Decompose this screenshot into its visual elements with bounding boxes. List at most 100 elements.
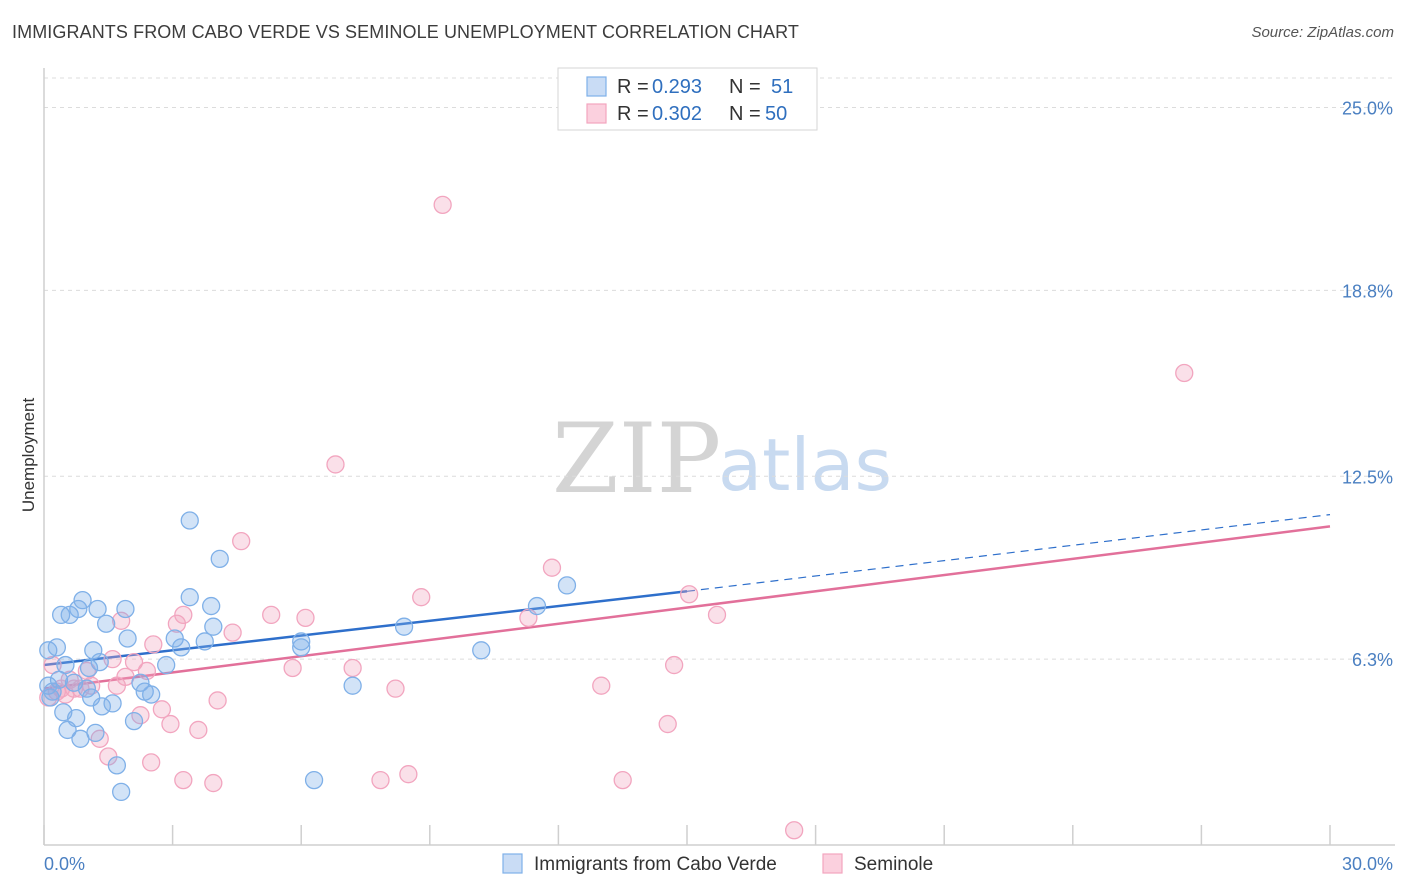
point-cabo-verde-43	[292, 632, 311, 651]
point-seminole-38	[399, 765, 418, 784]
point-cabo-verde-25	[103, 694, 122, 713]
point-cabo-verde-46	[343, 676, 362, 695]
x-tick-label-max: 30.0%	[1342, 854, 1393, 874]
legend-n-value-cabo-verde: 51	[771, 76, 793, 98]
point-cabo-verde-31	[131, 673, 150, 692]
point-seminole-24	[174, 605, 193, 625]
x-tick-label-min: 0.0%	[44, 854, 85, 874]
point-cabo-verde-42	[210, 549, 229, 568]
point-cabo-verde-4	[47, 638, 67, 657]
point-cabo-verde-44	[292, 638, 311, 657]
point-seminole-35	[343, 658, 362, 678]
point-cabo-verde-48	[472, 641, 491, 660]
y-tick-label-3: 25.0%	[1342, 99, 1393, 119]
point-cabo-verde-12	[67, 709, 86, 728]
point-seminole-34	[326, 455, 345, 474]
point-cabo-verde-8	[56, 655, 75, 675]
point-seminole-50	[1175, 363, 1194, 383]
point-cabo-verde-39	[195, 632, 214, 651]
point-seminole-47	[679, 585, 699, 604]
point-cabo-verde-19	[84, 641, 103, 660]
x-tick-labels: 0.0% 30.0%	[44, 854, 1393, 874]
legend-r-value-cabo-verde: 0.293	[652, 76, 702, 98]
point-cabo-verde-40	[202, 596, 221, 616]
point-cabo-verde-22	[90, 652, 109, 672]
point-cabo-verde-23	[92, 697, 112, 716]
point-cabo-verde-17	[79, 658, 99, 678]
point-seminole-29	[223, 623, 242, 642]
point-cabo-verde-47	[394, 617, 414, 636]
point-seminole-27	[204, 773, 223, 793]
point-seminole-46	[664, 655, 684, 675]
trend-line-cabo-verde	[43, 590, 688, 667]
legend-swatch-seminole	[586, 103, 607, 124]
point-seminole-22	[161, 714, 180, 734]
point-seminole-16	[124, 652, 144, 672]
point-seminole-25	[174, 770, 193, 790]
series-legend-swatch-cabo-verde	[502, 853, 523, 874]
point-seminole-45	[658, 714, 677, 734]
axes	[43, 68, 1395, 846]
point-cabo-verde-28	[116, 599, 135, 619]
point-seminole-26	[189, 720, 208, 740]
point-cabo-verde-41	[204, 617, 223, 636]
y-tick-label-2: 18.8%	[1342, 281, 1393, 301]
trend-line-cabo-verde-extension	[686, 514, 1331, 592]
point-cabo-verde-29	[118, 629, 137, 648]
point-seminole-44	[613, 770, 632, 790]
point-seminole-20	[144, 635, 163, 654]
point-cabo-verde-26	[107, 756, 127, 775]
point-cabo-verde-33	[142, 685, 161, 704]
watermark-atlas: atlas	[718, 423, 892, 507]
series-legend-label-seminole: Seminole	[854, 854, 933, 875]
point-seminole-32	[283, 658, 302, 678]
point-cabo-verde-3	[43, 682, 62, 701]
legend-n-value-seminole: 50	[765, 103, 787, 125]
point-cabo-verde-13	[69, 599, 88, 619]
point-seminole-14	[112, 611, 131, 630]
point-seminole-37	[386, 679, 405, 698]
legend-n-label-seminole: N =	[729, 103, 761, 125]
legend-r-label-seminole: R =	[617, 103, 649, 125]
point-seminole-42	[542, 558, 562, 577]
scatter-points	[39, 195, 1194, 840]
point-seminole-49	[785, 821, 804, 840]
legend-r-label-cabo-verde: R =	[617, 76, 649, 98]
point-cabo-verde-30	[124, 711, 144, 731]
y-tick-labels: 6.3% 12.5% 18.8% 25.0%	[1342, 99, 1393, 671]
watermark-zip: ZIP	[552, 403, 721, 515]
point-cabo-verde-21	[88, 599, 107, 619]
point-cabo-verde-15	[73, 591, 92, 610]
point-cabo-verde-38	[180, 588, 199, 607]
point-cabo-verde-45	[304, 770, 324, 790]
point-cabo-verde-34	[157, 655, 176, 675]
watermark: ZIP atlas	[552, 403, 892, 515]
point-cabo-verde-16	[77, 679, 97, 698]
point-cabo-verde-27	[112, 782, 131, 802]
point-cabo-verde-50	[557, 576, 577, 595]
y-tick-label-0: 6.3%	[1352, 650, 1393, 670]
point-seminole-33	[296, 608, 315, 627]
point-seminole-18	[137, 661, 157, 681]
series-legend-label-cabo-verde: Immigrants from Cabo Verde	[534, 854, 777, 875]
gridlines	[44, 77, 1395, 660]
trend-line-seminole	[43, 525, 1331, 690]
point-seminole-36	[371, 770, 390, 790]
point-seminole-19	[142, 753, 161, 772]
point-seminole-31	[262, 605, 281, 625]
point-seminole-30	[232, 532, 251, 551]
chart-title: IMMIGRANTS FROM CABO VERDE VS SEMINOLE U…	[12, 22, 799, 42]
series-legend-swatch-seminole	[822, 853, 843, 874]
point-seminole-21	[152, 700, 172, 719]
source-label: Source: ZipAtlas.com	[1251, 24, 1394, 41]
point-seminole-39	[412, 588, 431, 607]
point-seminole-40	[433, 195, 452, 215]
point-cabo-verde-20	[86, 723, 105, 743]
point-seminole-43	[592, 676, 611, 695]
point-seminole-48	[707, 605, 727, 625]
y-tick-label-1: 12.5%	[1342, 467, 1393, 487]
legend-swatch-cabo-verde	[586, 76, 607, 97]
point-seminole-28	[208, 691, 227, 710]
point-cabo-verde-49	[527, 596, 547, 616]
